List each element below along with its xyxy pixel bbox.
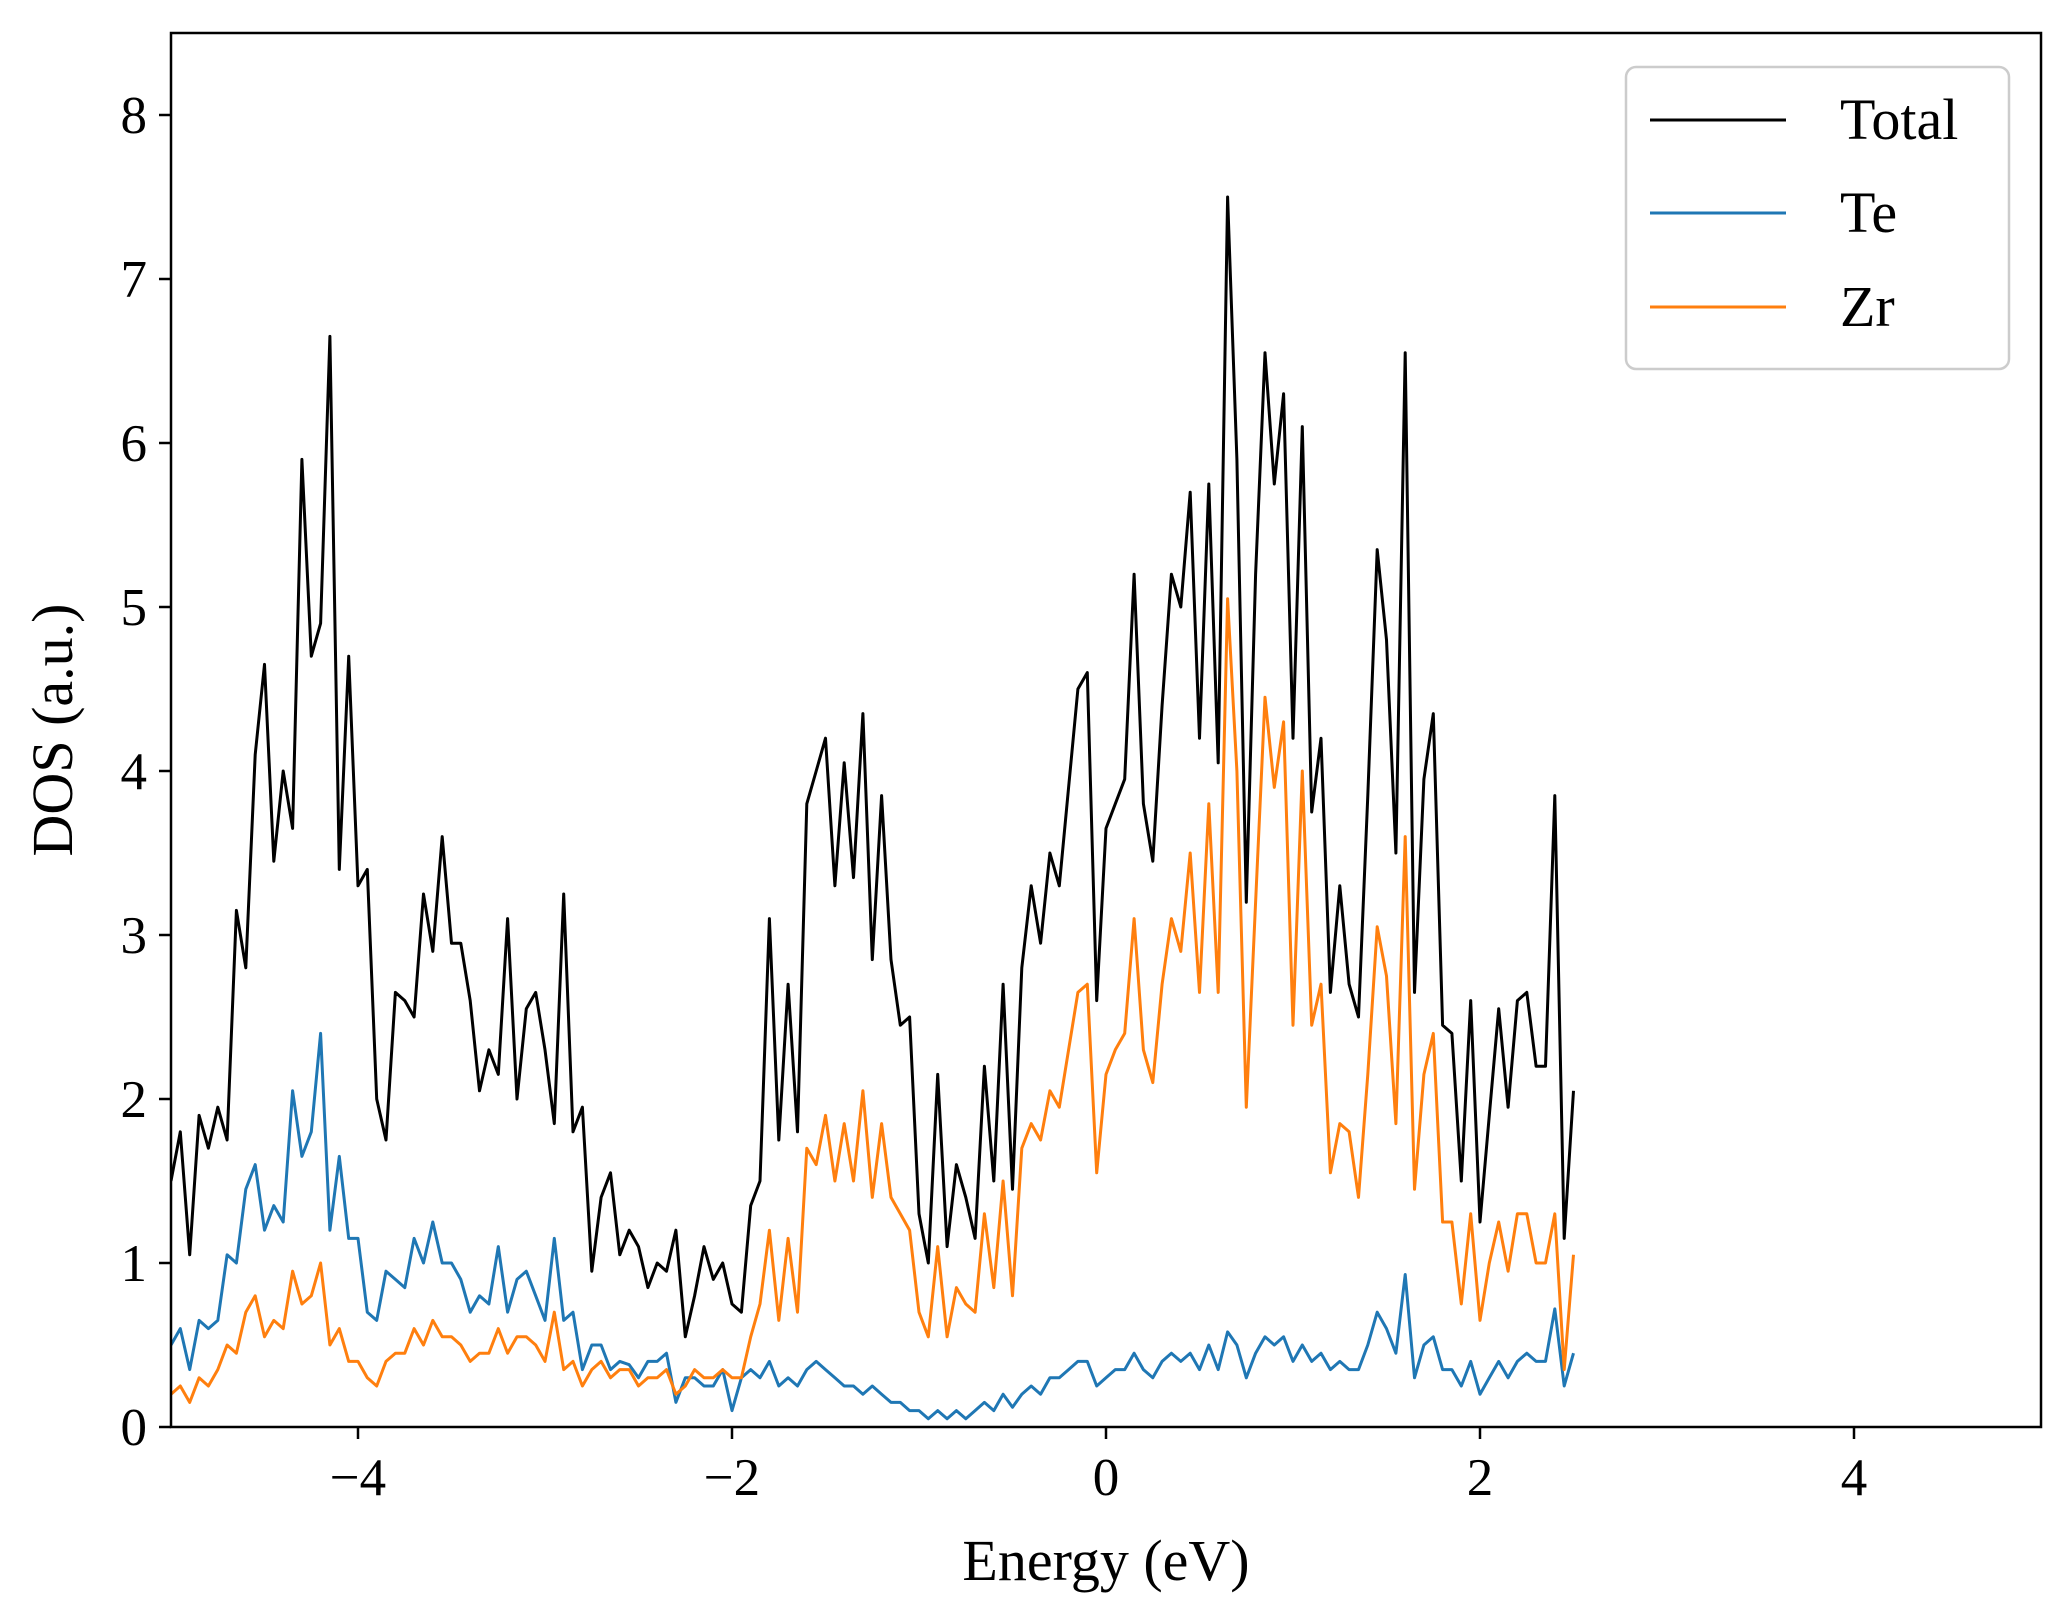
y-tick-label: 7 (121, 251, 148, 309)
plot-area (169, 31, 2043, 1429)
series-line-te (171, 1031, 1575, 1421)
series-layer (171, 195, 1575, 1421)
y-tick-label: 3 (121, 907, 148, 965)
legend-label-zr: Zr (1840, 274, 1895, 339)
x-tick-label: −2 (704, 1449, 760, 1507)
series-line-zr (171, 597, 1575, 1404)
legend-label-total: Total (1840, 87, 1958, 152)
y-tick-label: 5 (121, 579, 148, 637)
y-tick-label: 6 (121, 415, 148, 473)
y-tick-label: 0 (121, 1399, 148, 1457)
x-axis-title: Energy (eV) (962, 1528, 1249, 1593)
y-tick-label: 2 (121, 1071, 148, 1129)
y-tick-label: 4 (121, 743, 148, 801)
y-axis-title: DOS (a.u.) (20, 604, 85, 857)
x-tick-label: 4 (1841, 1449, 1868, 1507)
series-line-total (171, 195, 1575, 1339)
y-axis: 0 1 2 3 4 5 6 7 8 (121, 87, 171, 1457)
legend: Total Te Zr (1624, 65, 2011, 371)
x-axis: −4 −2 0 2 4 (330, 1427, 1867, 1507)
legend-label-te: Te (1840, 180, 1897, 245)
x-tick-label: 0 (1093, 1449, 1120, 1507)
y-tick-label: 1 (121, 1235, 148, 1293)
y-tick-label: 8 (121, 87, 148, 145)
x-tick-label: −4 (330, 1449, 386, 1507)
x-tick-label: 2 (1467, 1449, 1494, 1507)
legend-frame (1624, 65, 2011, 371)
